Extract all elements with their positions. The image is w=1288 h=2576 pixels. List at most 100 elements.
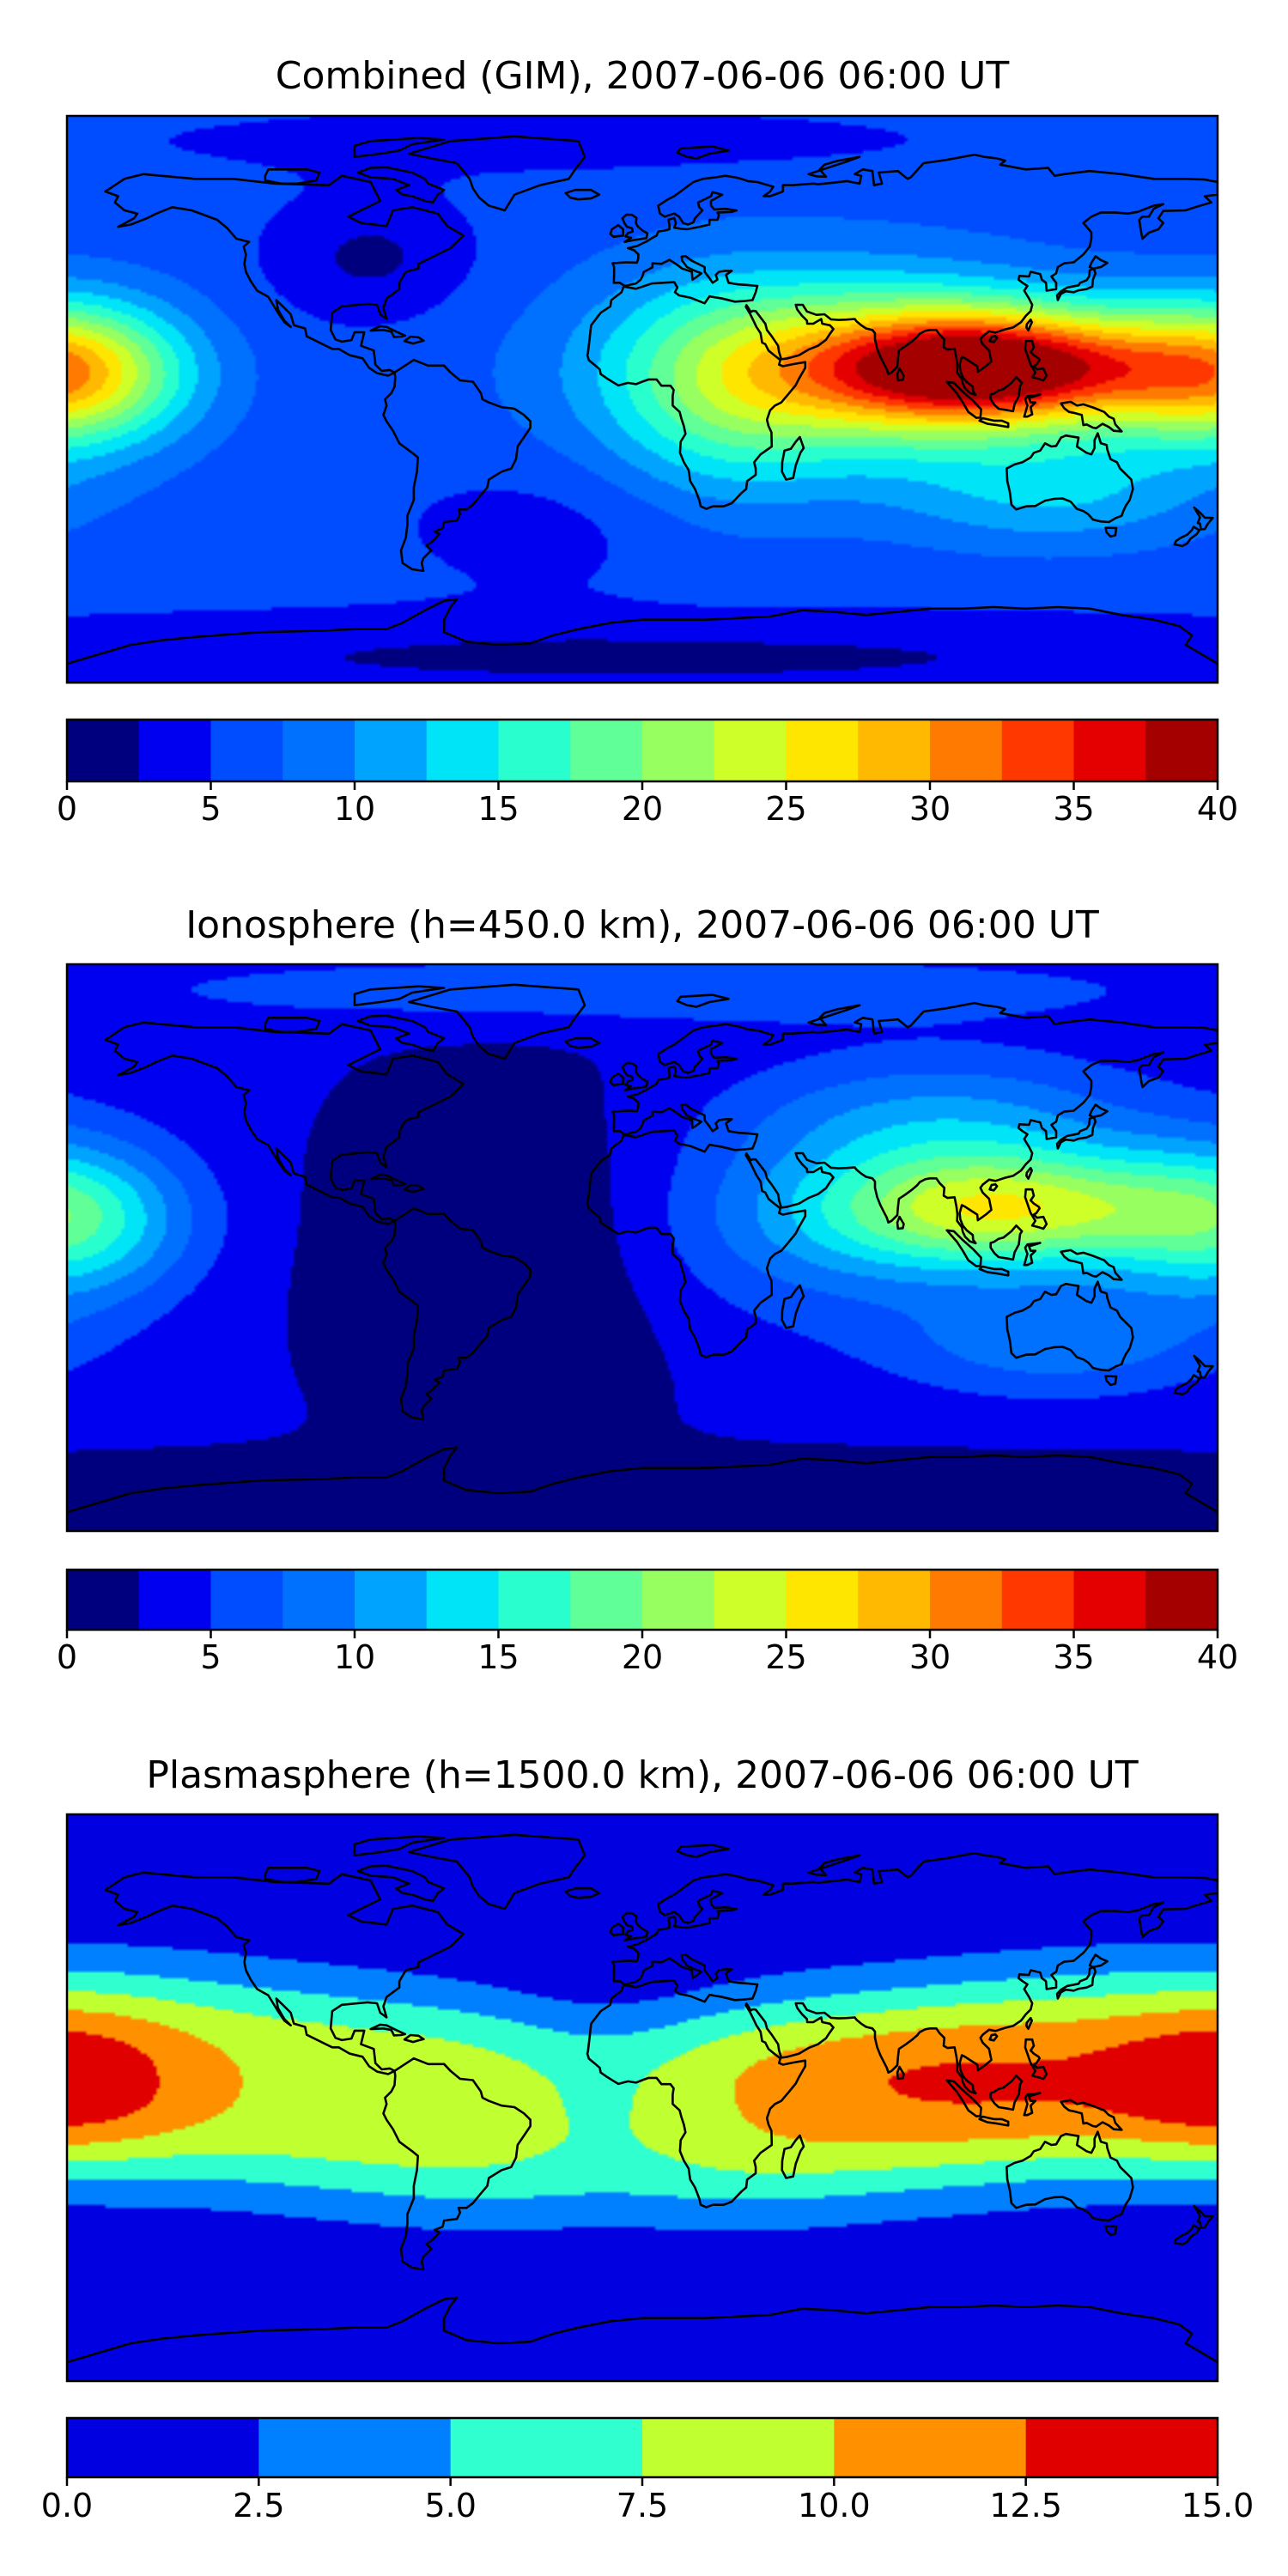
- coastline-java: [978, 1265, 1010, 1277]
- coastline-new-zealand-south: [1173, 2224, 1201, 2246]
- coastline-sri-lanka: [896, 367, 905, 382]
- coastline-svalbard: [676, 1844, 730, 1858]
- coastline-britain: [621, 1061, 649, 1091]
- colorbar-segment: [570, 1570, 643, 1630]
- coastline-sulawesi: [1023, 2092, 1042, 2117]
- coastline-ellesmere-island: [353, 1835, 446, 1856]
- coastline-new-zealand-south: [1173, 526, 1201, 548]
- colorbar-segment: [426, 720, 500, 781]
- colorbar-tick-label: 10: [334, 790, 375, 828]
- map-panel: [67, 116, 1218, 683]
- coastline-philippines: [1024, 1188, 1048, 1230]
- coastline-sumatra: [945, 2079, 982, 2117]
- coastline-south-america: [382, 2057, 532, 2271]
- colorbar-tick-label: 20: [622, 790, 663, 828]
- colorbar-tick-label: 10.0: [798, 2487, 871, 2524]
- coastline-tasmania: [1104, 526, 1118, 538]
- colorbar-segment: [1145, 1570, 1218, 1630]
- coastline-hokkaido: [1088, 1103, 1109, 1119]
- coastline-new-zealand-north: [1193, 506, 1214, 531]
- coastline-cuba: [369, 1173, 407, 1187]
- coastline-madagascar: [781, 2134, 805, 2179]
- coastline-tasmania: [1104, 2225, 1118, 2237]
- colorbar-tick-label: 40: [1197, 1638, 1238, 1676]
- coastline-new-zealand-north: [1193, 2204, 1214, 2229]
- coastline-africa-eurasia: [586, 1001, 1218, 1358]
- coastline-ellesmere-island: [353, 985, 446, 1006]
- coastline-africa-eurasia: [586, 153, 1218, 510]
- panel-title: Combined (GIM), 2007-06-06 06:00 UT: [276, 54, 1010, 98]
- coastline-hispaniola: [403, 2033, 425, 2044]
- colorbar: 0.0 2.5 5.0 7.5 10.0 12.5 15.0: [41, 2416, 1254, 2524]
- coastline-sri-lanka: [896, 1215, 905, 1230]
- coastline-greenland: [407, 983, 586, 1060]
- coastline-baffin-island: [356, 166, 446, 204]
- coastline-greenland: [407, 135, 586, 212]
- colorbar-segment: [450, 2418, 643, 2477]
- coastline-madagascar: [781, 435, 805, 481]
- coastline-iceland: [564, 188, 601, 201]
- colorbar-tick-label: 0.0: [41, 2487, 93, 2524]
- panel-title: Ionosphere (h=450.0 km), 2007-06-06 06:0…: [185, 903, 1099, 947]
- coastline-baffin-island: [356, 1014, 446, 1053]
- colorbar-segment: [714, 1570, 787, 1630]
- map-panel: [67, 1814, 1218, 2381]
- colorbar-segment: [67, 2418, 259, 2477]
- coastline-java: [978, 2115, 1010, 2127]
- colorbar-segment: [210, 1570, 283, 1630]
- coastline-svalbard: [676, 993, 730, 1008]
- coastline-new-guinea: [1060, 400, 1123, 433]
- colorbar-segment: [1025, 2418, 1218, 2477]
- coastline-ireland: [609, 1072, 625, 1087]
- coastline-borneo: [989, 2075, 1024, 2111]
- coastline-philippines: [1024, 339, 1048, 382]
- coastline-victoria-island: [264, 1017, 321, 1034]
- heatmap-field: [67, 964, 1218, 1531]
- colorbar-segment: [714, 720, 787, 781]
- colorbar-tick-label: 10: [334, 1638, 375, 1676]
- coastline-novaya-zemlya: [807, 1854, 861, 1877]
- colorbar-tick-label: 35: [1053, 1638, 1094, 1676]
- coastline-australia: [1005, 1280, 1134, 1372]
- coastline-baffin-island: [356, 1864, 446, 1903]
- colorbar-segment: [642, 1570, 715, 1630]
- coastline-tasmania: [1104, 1375, 1118, 1387]
- colorbar-segment: [355, 720, 428, 781]
- colorbar-tick-label: 25: [765, 790, 806, 828]
- colorbar-segment: [210, 720, 283, 781]
- colorbar-segment: [1001, 720, 1075, 781]
- colorbar-segment: [283, 720, 355, 781]
- colorbar-segment: [67, 1570, 140, 1630]
- coastline-britain: [621, 213, 649, 244]
- panel-title: Plasmasphere (h=1500.0 km), 2007-06-06 0…: [146, 1753, 1138, 1797]
- colorbar: 0 5 10 15 20 25 30 35 40: [57, 1568, 1238, 1676]
- colorbar-segment: [283, 1570, 355, 1630]
- colorbar-segment: [858, 1570, 931, 1630]
- coastline-sumatra: [945, 1229, 982, 1267]
- colorbar-tick-label: 15: [477, 790, 519, 828]
- coastline-ireland: [609, 223, 625, 239]
- colorbar-segment: [1001, 1570, 1075, 1630]
- colorbar-segment: [1073, 720, 1146, 781]
- coastline-iceland: [564, 1036, 601, 1049]
- colorbar-segment: [138, 720, 212, 781]
- coastline-novaya-zemlya: [807, 155, 861, 179]
- map-frame: [65, 1813, 1219, 2383]
- map-panel: [67, 964, 1218, 1531]
- coastline-new-zealand-south: [1173, 1374, 1201, 1396]
- coastline-ellesmere-island: [353, 137, 446, 158]
- colorbar-tick-label: 25: [765, 1638, 806, 1676]
- colorbar-segment: [138, 1570, 212, 1630]
- colorbar-segment: [426, 1570, 500, 1630]
- coastline-new-guinea: [1060, 2099, 1123, 2131]
- colorbar-segment: [786, 1570, 859, 1630]
- coastline-antarctica: [67, 598, 1218, 683]
- coastline-java: [978, 416, 1010, 428]
- coastline-borneo: [989, 375, 1024, 413]
- coastline-sulawesi: [1023, 393, 1042, 418]
- coastline-south-america: [382, 358, 532, 573]
- colorbar-tick-label: 40: [1197, 790, 1238, 828]
- colorbar-tick-label: 20: [622, 1638, 663, 1676]
- coastline-borneo: [989, 1224, 1024, 1261]
- coastline-south-america: [382, 1206, 532, 1421]
